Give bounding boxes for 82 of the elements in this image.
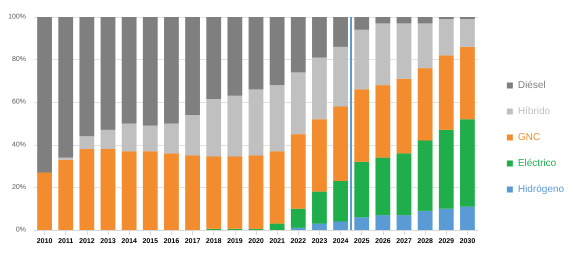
bar (270, 85, 285, 152)
bar (58, 160, 74, 230)
bar (100, 130, 116, 150)
bar (290, 72, 306, 134)
bar (312, 17, 327, 58)
bar (460, 19, 475, 47)
bar (122, 124, 137, 152)
bar (164, 124, 179, 154)
bar (375, 85, 390, 158)
bar (375, 158, 390, 216)
bar (418, 140, 433, 211)
bar (185, 17, 200, 115)
bar (396, 78, 412, 154)
bar (122, 17, 137, 124)
bar (396, 215, 412, 230)
bar (206, 99, 222, 157)
legend-label: Hidrógeno (518, 184, 564, 195)
bar (164, 153, 179, 230)
bar (58, 17, 74, 158)
bar (438, 55, 454, 130)
bar (375, 23, 390, 86)
legend-label: Híbrido (518, 106, 551, 117)
bar (79, 17, 94, 136)
legend-label: Eléctrico (518, 158, 557, 169)
bar (354, 162, 370, 218)
bar (438, 19, 454, 56)
bar (333, 46, 348, 106)
bar (142, 126, 158, 152)
legend-label: Diésel (518, 80, 546, 91)
bar (142, 17, 158, 126)
bar (396, 17, 412, 24)
bar (354, 17, 370, 30)
bar (460, 119, 475, 207)
bar (333, 17, 348, 47)
bar (333, 221, 348, 230)
bar (79, 149, 94, 230)
bar (100, 149, 116, 230)
bar (396, 153, 412, 216)
bar (227, 156, 242, 229)
bar (270, 224, 285, 230)
bar (312, 192, 327, 224)
bar (312, 57, 327, 120)
bar (333, 106, 348, 182)
bar (185, 114, 200, 156)
bar (142, 151, 158, 230)
bar (375, 17, 390, 24)
bar (248, 89, 264, 156)
bar (438, 130, 454, 209)
bar (37, 17, 52, 172)
bar (100, 17, 116, 130)
bar (333, 181, 348, 222)
bar (290, 134, 306, 209)
legend-label: GNC (518, 132, 540, 143)
bar (290, 208, 306, 228)
bar (438, 208, 454, 230)
bar (270, 17, 285, 86)
bar (460, 206, 475, 230)
bar (396, 23, 412, 79)
bar (227, 96, 242, 157)
bar (37, 172, 52, 230)
bar (122, 151, 137, 230)
bar (312, 119, 327, 192)
bar (418, 17, 433, 24)
bar (248, 17, 264, 90)
bar (290, 17, 306, 72)
bar (164, 17, 179, 124)
bar (460, 46, 475, 120)
bar (79, 136, 94, 150)
bar (418, 210, 433, 230)
bar (354, 89, 370, 162)
bar (227, 17, 242, 96)
bar (312, 224, 327, 230)
bar (270, 151, 285, 224)
bar (206, 17, 222, 100)
bar (375, 215, 390, 230)
bar (354, 217, 370, 230)
bar (206, 156, 222, 229)
bar (185, 155, 200, 230)
bar (248, 155, 264, 229)
bar (418, 68, 433, 141)
bar (418, 23, 433, 68)
bar (354, 30, 370, 90)
